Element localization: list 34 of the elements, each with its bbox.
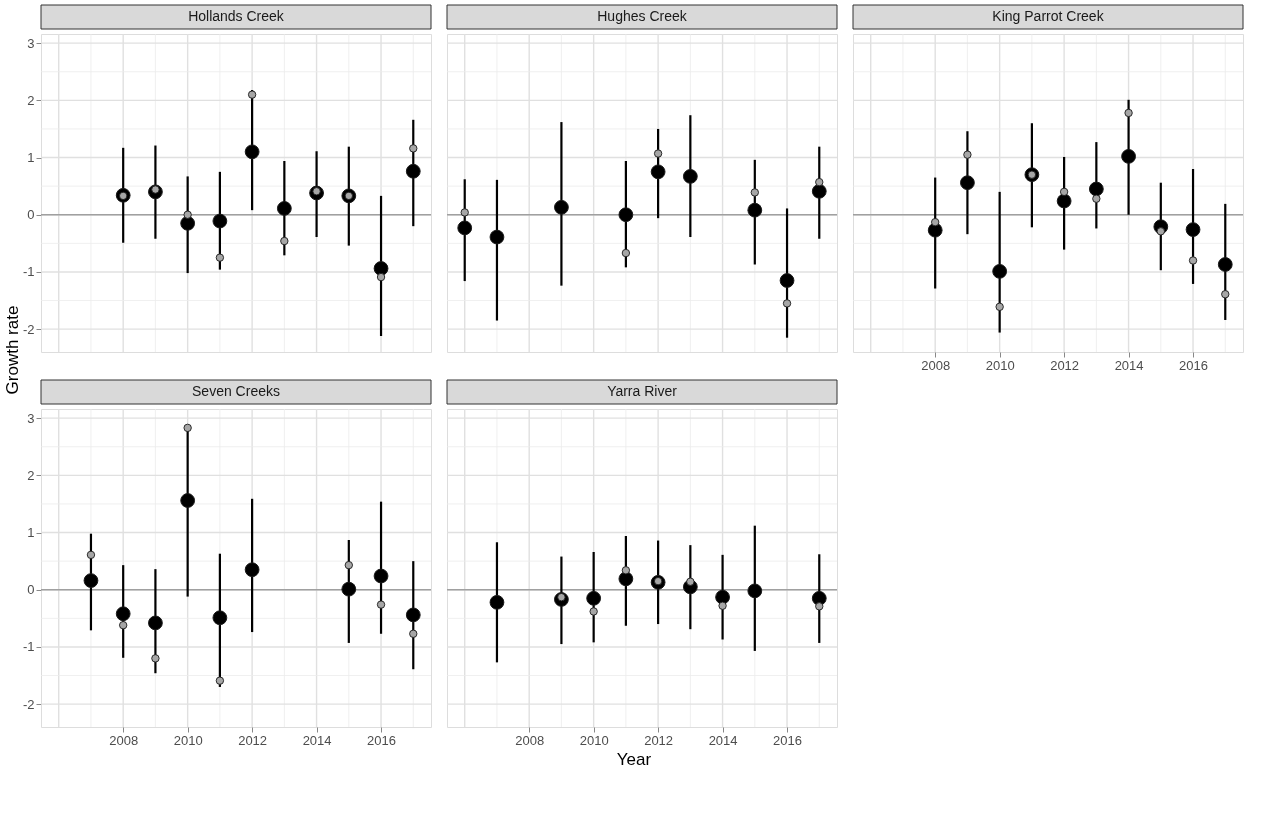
y-tick-label: -1 <box>22 264 35 280</box>
x-tick-label: 2012 <box>644 732 674 748</box>
x-tick-label: 2010 <box>173 732 203 748</box>
y-tick-label: 0 <box>27 582 35 598</box>
x-tick-label: 2016 <box>1179 357 1208 373</box>
y-tick-label: -1 <box>22 639 35 655</box>
y-axis-title: Growth rate <box>3 305 22 395</box>
x-axis-title: Year <box>616 750 652 769</box>
y-tick-label: 3 <box>27 410 35 426</box>
chart-title: Yarra River <box>607 383 678 399</box>
y-tick-label: -2 <box>22 321 35 337</box>
x-tick-label: 2016 <box>773 732 802 748</box>
x-tick-label: 2010 <box>985 357 1015 373</box>
chart-title: Hughes Creek <box>597 8 688 24</box>
y-tick-label: 1 <box>27 150 35 166</box>
y-tick-label: 1 <box>27 525 35 541</box>
x-tick-label: 2008 <box>515 732 545 748</box>
y-tick-label: 2 <box>27 92 35 108</box>
x-tick-label: 2014 <box>302 732 332 748</box>
chart-title: King Parrot Creek <box>992 8 1105 24</box>
x-tick-label: 2014 <box>708 732 738 748</box>
y-tick-label: 3 <box>27 35 35 51</box>
x-tick-label: 2014 <box>1114 357 1144 373</box>
y-tick-label: 2 <box>27 467 35 483</box>
chart-title: Hollands Creek <box>188 8 285 24</box>
x-tick-label: 2016 <box>367 732 396 748</box>
y-tick-label: 0 <box>27 207 35 223</box>
x-tick-label: 2012 <box>238 732 268 748</box>
x-tick-label: 2008 <box>109 732 139 748</box>
x-tick-label: 2012 <box>1050 357 1080 373</box>
x-tick-label: 2010 <box>579 732 609 748</box>
x-tick-label: 2008 <box>921 357 951 373</box>
chart-title: Seven Creeks <box>192 383 280 399</box>
y-tick-label: -2 <box>22 696 35 712</box>
